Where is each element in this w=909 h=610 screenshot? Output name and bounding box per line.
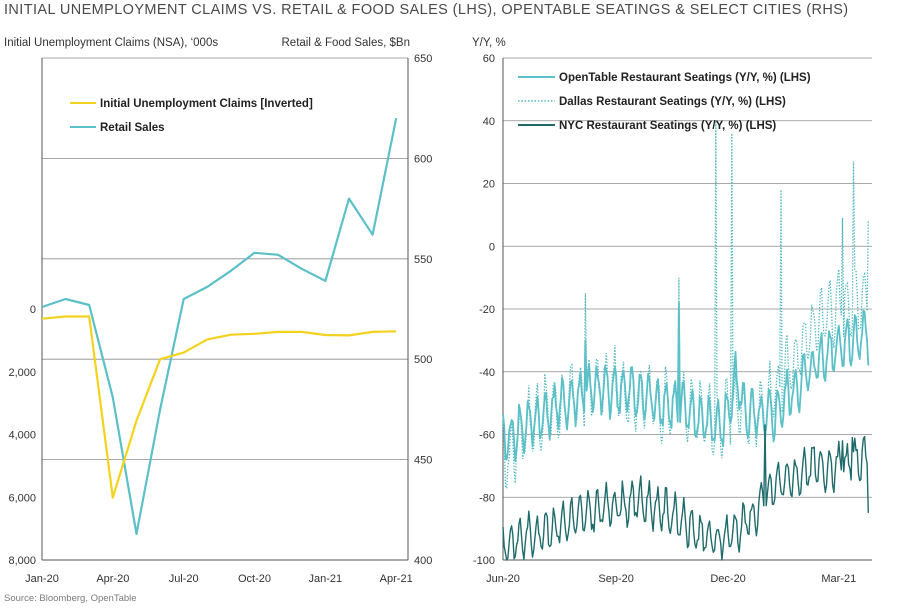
left-x-tick-label: Jul-20 — [169, 573, 199, 585]
right-gridlines — [502, 57, 872, 561]
retail-sales-line — [41, 117, 398, 536]
left-axis-tick-label: 0 — [30, 304, 36, 316]
left-axis-tick-label: 8,000 — [8, 555, 36, 567]
right-axis-tick-label: 650 — [414, 53, 432, 65]
right-chart-y-tick-label: 40 — [483, 116, 495, 128]
chart-title: INITIAL UNEMPLOYMENT CLAIMS VS. RETAIL &… — [4, 2, 849, 18]
left-x-tick-label: Oct-20 — [238, 573, 271, 585]
left-y-axis-label: Initial Unemployment Claims (NSA), ‘000s — [4, 37, 218, 49]
left-x-tick-label: Apr-20 — [96, 573, 129, 585]
right-chart: Y/Y, % 60 40 20 0 -20 -40 -60 -80 -100 Jun-20 Sep-… — [472, 37, 872, 585]
legend-label-retail: Retail Sales — [100, 122, 165, 134]
legend-label-opentable: OpenTable Restaurant Seatings (Y/Y, %) (… — [559, 72, 811, 84]
right-y-axis-label: Retail & Food Sales, $Bn — [282, 37, 411, 49]
legend-label-nyc: NYC Restaurant Seatings (Y/Y, %) (LHS) — [559, 120, 776, 132]
right-chart-y-tick-label: 0 — [489, 241, 495, 253]
legend-label-dallas: Dallas Restaurant Seatings (Y/Y, %) (LHS… — [559, 96, 786, 108]
opentable-seatings-line — [502, 301, 870, 463]
left-axis-tick-label: 4,000 — [8, 430, 36, 442]
right-series-lines — [502, 120, 870, 561]
left-x-tick-label: Jan-21 — [309, 573, 343, 585]
right-chart-x-tick-label: Jun-20 — [486, 573, 520, 585]
left-axis-tick-label: 6,000 — [8, 492, 36, 504]
dallas-seatings-line — [502, 120, 869, 489]
right-axis-tick-label: 500 — [414, 354, 432, 366]
right-axis-tick-label: 600 — [414, 153, 432, 165]
right-chart-y-tick-label: -60 — [479, 430, 495, 442]
right-chart-x-tick-label: Dec-20 — [710, 573, 745, 585]
left-gridlines — [41, 57, 409, 561]
right-chart-y-tick-label: -40 — [479, 367, 495, 379]
right-chart-y-tick-label: 20 — [483, 179, 495, 191]
right-axis-tick-label: 550 — [414, 254, 432, 266]
left-x-tick-label: Apr-21 — [380, 573, 413, 585]
unemployment-claims-line — [41, 315, 397, 499]
right-legend: OpenTable Restaurant Seatings (Y/Y, %) (… — [518, 72, 811, 132]
source-note: Source: Bloomberg, OpenTable — [4, 593, 137, 604]
left-series-lines — [41, 117, 398, 536]
nyc-seatings-line — [502, 424, 869, 561]
right-chart-x-tick-label: Sep-20 — [598, 573, 633, 585]
right-chart-y-tick-label: 60 — [483, 53, 495, 65]
left-chart: Initial Unemployment Claims (NSA), ‘000s… — [4, 37, 432, 585]
right-chart-y-tick-label: -80 — [479, 492, 495, 504]
right-chart-y-axis-label: Y/Y, % — [472, 37, 506, 49]
legend-label-claims: Initial Unemployment Claims [Inverted] — [100, 98, 313, 110]
right-chart-y-tick-label: -100 — [473, 555, 495, 567]
right-chart-x-tick-label: Mar-21 — [821, 573, 856, 585]
right-chart-y-tick-label: -20 — [479, 304, 495, 316]
left-axis-tick-label: 2,000 — [8, 367, 36, 379]
left-tick-labels: 650 600 550 500 450 400 0 2,000 4,000 6,000 8,000 J… — [8, 53, 432, 585]
right-tick-labels: 60 40 20 0 -20 -40 -60 -80 -100 Jun-20 Sep-20 Dec-2… — [473, 53, 856, 585]
right-axis-tick-label: 400 — [414, 555, 432, 567]
left-x-tick-label: Jan-20 — [25, 573, 59, 585]
right-axis-tick-label: 450 — [414, 455, 432, 467]
left-legend: Initial Unemployment Claims [Inverted] R… — [70, 98, 313, 134]
